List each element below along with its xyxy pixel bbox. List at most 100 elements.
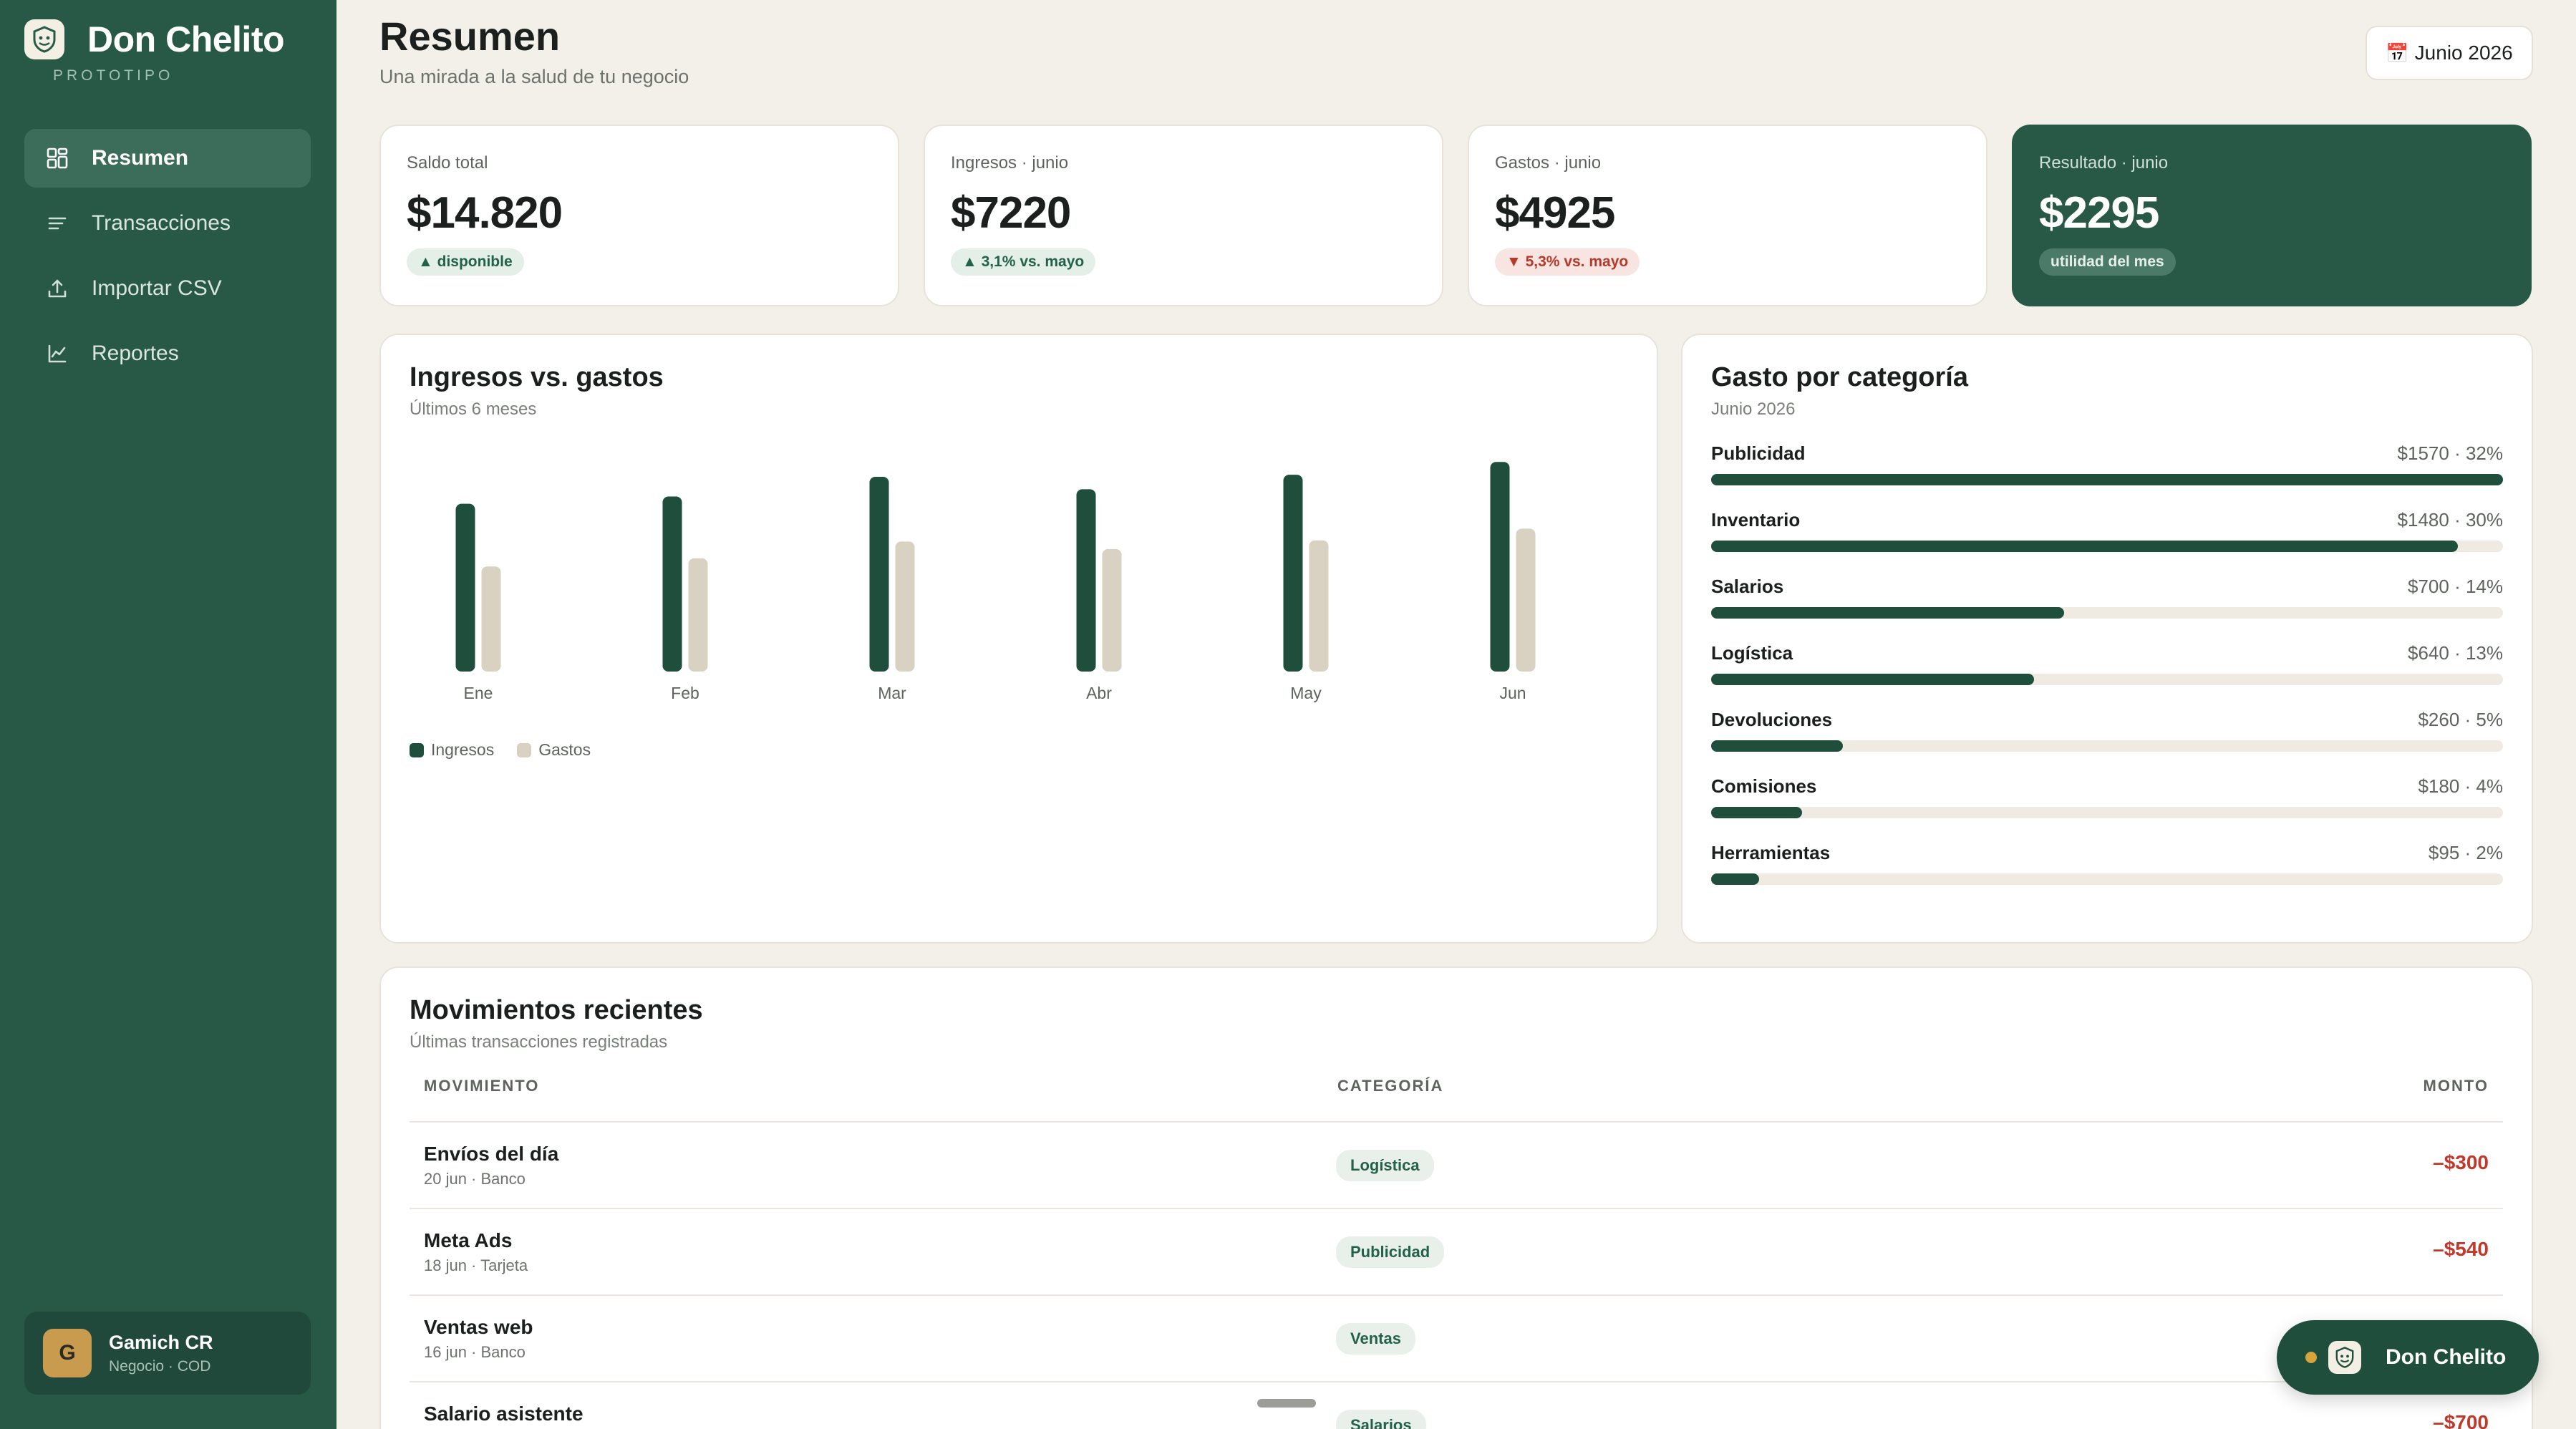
category-name: Logística xyxy=(1711,642,1793,664)
category-value: $640 · 13% xyxy=(2408,642,2503,664)
kpi-value: $7220 xyxy=(951,188,1071,238)
kpi-badge: ▲ disponible xyxy=(407,248,524,276)
category-progress-track xyxy=(1711,541,2503,552)
category-name: Salarios xyxy=(1711,576,1784,597)
kpi-card-ingresos: Ingresos · junio $7220 ▲ 3,1% vs. mayo xyxy=(924,125,1443,306)
sidebar-item-importar-csv[interactable]: Importar CSV xyxy=(24,259,311,318)
category-row: Logística $640 · 13% xyxy=(1711,642,2503,709)
bar-gastos-may[interactable] xyxy=(1309,540,1329,672)
month-selector-button[interactable]: 📅 Junio 2026 xyxy=(2366,26,2533,80)
kpi-value: $4925 xyxy=(1495,188,1615,238)
card-title: Ingresos vs. gastos xyxy=(410,362,664,392)
category-value: $260 · 5% xyxy=(2418,709,2503,730)
legend-label: Ingresos xyxy=(431,740,495,759)
movement-amount: –$700 xyxy=(2433,1411,2489,1429)
category-list: Publicidad $1570 · 32% Inventario $1480 · 3… xyxy=(1711,442,2503,909)
card-title: Movimientos recientes xyxy=(410,995,703,1025)
kpi-label: Resultado · junio xyxy=(2039,153,2169,173)
kpi-card-resultado: Resultado · junio $2295 utilidad del mes xyxy=(2012,125,2532,306)
category-progress-fill xyxy=(1711,873,1760,885)
bar-ingresos-jun[interactable] xyxy=(1490,462,1510,672)
bar-gastos-abr[interactable] xyxy=(1102,548,1122,672)
category-row: Inventario $1480 · 30% xyxy=(1711,509,2503,576)
table-row[interactable]: Meta Ads 18 jun · Tarjeta Publicidad –$5… xyxy=(410,1208,2503,1294)
category-progress-track xyxy=(1711,807,2503,818)
category-name: Comisiones xyxy=(1711,775,1817,797)
x-tick-label: Abr xyxy=(1086,684,1112,702)
x-tick-label: Mar xyxy=(878,684,906,702)
x-tick-label: Feb xyxy=(671,684,699,702)
category-row: Publicidad $1570 · 32% xyxy=(1711,442,2503,509)
kpi-card-saldo: Saldo total $14.820 ▲ disponible xyxy=(379,125,899,306)
category-row: Salarios $700 · 14% xyxy=(1711,576,2503,642)
movement-name: Salario asistente xyxy=(424,1403,584,1425)
category-progress-fill xyxy=(1711,807,1803,818)
kpi-value: $14.820 xyxy=(407,188,563,238)
legend-item-gastos[interactable]: Gastos xyxy=(517,740,591,760)
category-value: $180 · 4% xyxy=(2418,775,2503,797)
category-name: Publicidad xyxy=(1711,442,1806,464)
bar-gastos-mar[interactable] xyxy=(895,541,915,672)
table-row[interactable]: Salario asistente Salarios –$700 xyxy=(410,1381,2503,1429)
bar-ingresos-may[interactable] xyxy=(1283,475,1303,672)
kpi-badge: ▲ 3,1% vs. mayo xyxy=(951,248,1096,276)
category-value: $1480 · 30% xyxy=(2397,509,2503,531)
column-header-movement[interactable]: MOVIMIENTO xyxy=(424,1077,540,1095)
scroll-indicator[interactable] xyxy=(1257,1399,1316,1408)
category-progress-track xyxy=(1711,474,2503,485)
column-header-category[interactable]: CATEGORÍA xyxy=(1337,1077,1444,1095)
movement-meta: 16 jun · Banco xyxy=(424,1343,526,1361)
kpi-badge: ▼ 5,3% vs. mayo xyxy=(1495,248,1640,276)
table-row[interactable]: Ventas web 16 jun · Banco Ventas xyxy=(410,1294,2503,1381)
category-row: Devoluciones $260 · 5% xyxy=(1711,709,2503,775)
category-value: $700 · 14% xyxy=(2408,576,2503,597)
bar-ingresos-ene[interactable] xyxy=(455,503,475,672)
recent-movements-card: Movimientos recientes Últimas transaccio… xyxy=(379,967,2533,1429)
assistant-label: Don Chelito xyxy=(2386,1345,2507,1369)
bar-gastos-jun[interactable] xyxy=(1516,528,1536,672)
category-badge: Logística xyxy=(1336,1150,1434,1181)
category-progress-fill xyxy=(1711,674,2035,685)
bar-gastos-feb[interactable] xyxy=(688,558,708,672)
bar-ingresos-abr[interactable] xyxy=(1076,489,1096,672)
kpi-badge: utilidad del mes xyxy=(2039,248,2176,276)
sidebar-item-resumen[interactable]: Resumen xyxy=(24,129,311,188)
card-subtitle: Últimas transacciones registradas xyxy=(410,1032,668,1052)
chart-icon xyxy=(44,341,70,367)
list-icon xyxy=(44,210,70,236)
category-value: $95 · 2% xyxy=(2428,842,2503,863)
chart-legend: Ingresos Gastos xyxy=(410,740,614,760)
category-name: Inventario xyxy=(1711,509,1801,531)
category-name: Devoluciones xyxy=(1711,709,1833,730)
sidebar-item-transacciones[interactable]: Transacciones xyxy=(24,194,311,253)
movement-meta: 20 jun · Banco xyxy=(424,1170,526,1188)
movement-name: Envíos del día xyxy=(424,1143,559,1165)
category-progress-fill xyxy=(1711,607,2065,619)
avatar: G xyxy=(43,1329,92,1377)
bar-gastos-ene[interactable] xyxy=(481,566,501,672)
category-progress-track xyxy=(1711,873,2503,885)
table-row[interactable]: Envíos del día 20 jun · Banco Logística … xyxy=(410,1121,2503,1208)
category-row: Comisiones $180 · 4% xyxy=(1711,775,2503,842)
column-header-amount[interactable]: MONTO xyxy=(2423,1077,2489,1095)
user-card[interactable]: G Gamich CR Negocio · COD xyxy=(24,1312,311,1395)
category-progress-track xyxy=(1711,607,2503,619)
card-subtitle: Junio 2026 xyxy=(1711,399,1796,419)
category-progress-fill xyxy=(1711,740,1843,752)
x-tick-label: Jun xyxy=(1499,684,1526,702)
bar-ingresos-feb[interactable] xyxy=(662,496,682,672)
sidebar-item-label: Reportes xyxy=(92,341,179,365)
user-meta: Negocio · COD xyxy=(109,1357,211,1375)
legend-item-ingresos[interactable]: Ingresos xyxy=(410,740,494,760)
page-title: Resumen xyxy=(379,14,561,59)
brand-subtitle: PROTOTIPO xyxy=(53,67,174,84)
category-badge: Ventas xyxy=(1336,1323,1415,1355)
bar-ingresos-mar[interactable] xyxy=(869,476,889,672)
kpi-label: Ingresos · junio xyxy=(951,153,1069,173)
legend-swatch xyxy=(410,742,424,757)
don-chelito-assistant-button[interactable]: Don Chelito xyxy=(2277,1320,2539,1395)
x-tick-label: May xyxy=(1290,684,1322,702)
brand[interactable]: Don Chelito xyxy=(24,19,285,60)
sidebar-nav: Resumen Transacciones Importar CSV xyxy=(24,129,311,389)
sidebar-item-reportes[interactable]: Reportes xyxy=(24,324,311,383)
